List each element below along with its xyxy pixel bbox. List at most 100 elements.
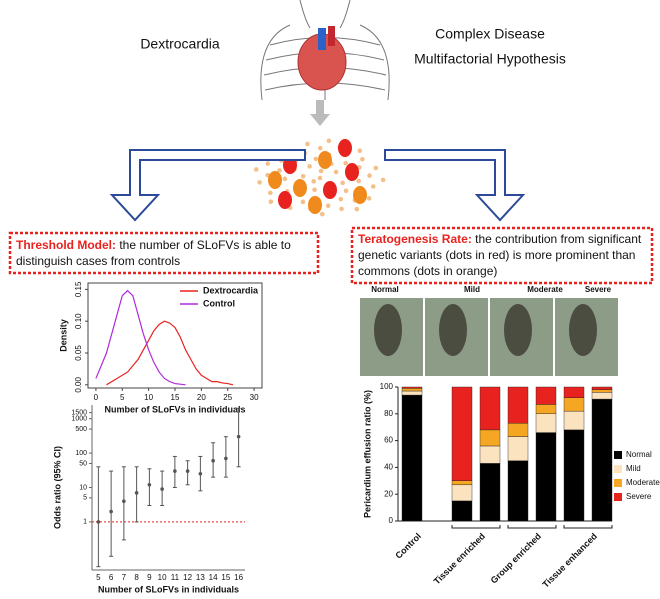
dot	[265, 161, 271, 166]
dot	[300, 173, 306, 179]
bar-segment	[507, 460, 529, 522]
dot	[267, 190, 273, 196]
dot	[307, 164, 312, 169]
x-tick-label: 7	[122, 573, 127, 582]
teratogenesis-title: Teratogenesis Rate:	[358, 232, 472, 246]
odds-point	[109, 509, 113, 514]
dot	[278, 191, 292, 209]
dot	[367, 173, 372, 178]
odds-point	[173, 469, 177, 473]
photo-label: Normal	[371, 285, 399, 294]
threshold-line: the number of SLoFVs is able to	[116, 238, 291, 252]
y-tick-label: 1500	[71, 409, 87, 416]
dot	[343, 188, 349, 194]
dot	[305, 141, 310, 147]
dot	[300, 199, 306, 205]
dot	[343, 160, 348, 166]
density-line	[106, 320, 234, 386]
arrow	[316, 100, 324, 114]
x-tick-label: Control	[393, 531, 423, 561]
odds-point	[134, 491, 139, 495]
right-label: Complex Disease	[435, 26, 545, 42]
bar-segment	[507, 422, 529, 437]
plot-frame	[87, 282, 263, 389]
teratogenesis-line: genetic variants (dots in red) is more p…	[358, 248, 635, 262]
x-tick-label: 9	[147, 573, 152, 582]
bar-segment	[479, 429, 501, 447]
bar-segment	[535, 404, 557, 415]
threshold-box	[8, 231, 320, 275]
dot	[380, 177, 386, 183]
dot	[333, 169, 339, 175]
bar-segment	[479, 463, 501, 522]
x-tick-label: 6	[109, 573, 114, 582]
bar-segment	[591, 392, 613, 400]
x-tick-label: 5	[120, 393, 125, 402]
bar-segment	[535, 386, 557, 405]
y-tick-label: 0.05	[74, 345, 83, 361]
x-tick-label: 16	[234, 573, 243, 582]
dot	[360, 156, 365, 162]
legend-swatch	[614, 451, 622, 459]
bar-segment	[563, 429, 585, 522]
density-line	[95, 289, 186, 386]
photo-fish	[374, 304, 402, 356]
dot	[353, 186, 367, 204]
dot	[357, 148, 363, 154]
odds-point	[236, 434, 241, 439]
y-tick-label: 0.15	[74, 281, 83, 297]
dot	[366, 196, 372, 201]
vessel	[328, 26, 335, 46]
y-tick-label: 20	[384, 489, 393, 498]
dot	[268, 171, 282, 189]
y-tick-label: 60	[384, 436, 393, 445]
legend-swatch	[614, 479, 622, 487]
legend-label: Control	[203, 298, 235, 308]
arrow	[310, 114, 330, 126]
x-axis-label: Number of SLoFVs in individuals	[104, 404, 245, 414]
bar-segment	[507, 386, 529, 424]
dot	[268, 199, 274, 204]
y-tick-label: 500	[75, 426, 87, 433]
x-tick-label: 10	[144, 393, 153, 402]
bar-segment	[563, 397, 585, 412]
x-tick-label: 30	[250, 393, 259, 402]
arrow	[109, 149, 306, 222]
bar-segment	[451, 480, 473, 486]
threshold-text: Threshold Model: the number of SLoFVs is…	[16, 238, 291, 252]
x-tick-label: Group enriched	[489, 531, 543, 585]
odds-point	[160, 487, 164, 491]
group-bracket	[507, 525, 557, 529]
legend-label: Severe	[626, 492, 652, 501]
odds-point	[224, 456, 228, 461]
photo-fish	[439, 304, 467, 356]
legend-label: Moderate	[626, 478, 660, 487]
y-tick-label: 5	[83, 495, 87, 502]
photo-label: Severe	[585, 285, 612, 294]
x-tick-label: 12	[183, 573, 192, 582]
y-tick-label: 100	[380, 382, 394, 391]
x-tick-label: Tissue enhanced	[540, 531, 599, 590]
bar-segment	[401, 386, 423, 389]
teratogenesis-line: commons (dots in orange)	[358, 264, 497, 278]
bar-segment	[451, 484, 473, 502]
zebrafish-photos: Normal Mild Moderate Severe	[360, 285, 618, 376]
dot	[339, 206, 344, 212]
teratogenesis-box	[350, 226, 654, 285]
bar-segment	[507, 436, 529, 461]
x-tick-label: 15	[221, 573, 230, 582]
odds-point	[198, 472, 203, 476]
photo-fish	[569, 304, 597, 356]
dot	[318, 168, 324, 174]
bar-segment	[535, 413, 557, 433]
group-bracket	[563, 525, 613, 529]
odds-point	[147, 482, 152, 487]
y-tick-label: 0.10	[74, 313, 83, 329]
x-tick-label: 20	[197, 393, 206, 402]
bar-segment	[401, 390, 423, 396]
x-tick-label: 15	[171, 393, 180, 402]
y-tick-label: 50	[79, 460, 87, 467]
legend-label: Normal	[626, 450, 652, 459]
dot	[319, 211, 325, 217]
